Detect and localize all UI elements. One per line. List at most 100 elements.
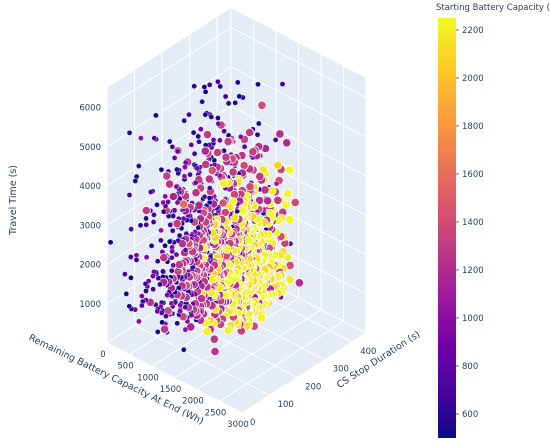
scatter-point[interactable] [169, 248, 175, 255]
scatter-point[interactable] [188, 312, 195, 319]
scatter-point[interactable] [162, 193, 168, 200]
scatter-point[interactable] [162, 171, 172, 181]
scatter-point[interactable] [154, 201, 160, 208]
scatter-point[interactable] [215, 115, 221, 121]
scatter-point[interactable] [177, 308, 183, 315]
scatter-point[interactable] [206, 195, 213, 201]
scatter-point[interactable] [128, 274, 134, 281]
scatter-point[interactable] [126, 129, 133, 136]
scatter-point[interactable] [239, 161, 249, 171]
scatter-point[interactable] [158, 227, 164, 234]
scatter-point[interactable] [177, 302, 183, 309]
scatter-point[interactable] [272, 137, 279, 143]
scatter-point[interactable] [255, 171, 265, 181]
scatter-point[interactable] [182, 304, 189, 311]
scatter-point[interactable] [282, 138, 292, 148]
scatter-point[interactable] [180, 215, 187, 222]
scatter-point[interactable] [171, 155, 178, 161]
3d-scene[interactable] [106, 8, 367, 414]
scatter-point[interactable] [279, 81, 286, 87]
scatter-point[interactable] [208, 114, 215, 120]
scatter-point[interactable] [159, 319, 165, 326]
scatter-point[interactable] [191, 150, 198, 157]
scatter-point[interactable] [139, 302, 145, 309]
scatter-point[interactable] [170, 262, 176, 269]
scatter-point[interactable] [160, 199, 166, 206]
scatter-point[interactable] [176, 232, 183, 239]
scatter-point[interactable] [180, 346, 187, 353]
scatter-point[interactable] [167, 222, 173, 228]
scatter-point[interactable] [151, 135, 158, 141]
scatter-point[interactable] [255, 120, 262, 127]
scatter-point[interactable] [137, 222, 144, 229]
scatter-point[interactable] [199, 98, 205, 105]
scatter-point[interactable] [165, 179, 175, 189]
scatter-point[interactable] [248, 147, 258, 157]
scatter-point[interactable] [154, 308, 161, 315]
scatter-point[interactable] [122, 271, 128, 277]
scatter-point[interactable] [182, 164, 188, 170]
scatter-point[interactable] [225, 100, 232, 107]
scatter-point[interactable] [254, 131, 261, 138]
scatter-point[interactable] [237, 133, 244, 140]
scatter-point[interactable] [285, 214, 295, 224]
scatter-point[interactable] [181, 117, 187, 124]
scatter-point[interactable] [232, 100, 238, 106]
scatter-point[interactable] [290, 197, 300, 207]
scatter-point[interactable] [202, 111, 209, 118]
scatter-point[interactable] [228, 167, 238, 177]
scatter-point[interactable] [230, 213, 240, 223]
scatter-point[interactable] [135, 163, 142, 169]
scatter-point[interactable] [202, 89, 209, 95]
scatter-point[interactable] [217, 83, 223, 90]
scatter-point[interactable] [241, 143, 248, 150]
scatter-point[interactable] [166, 238, 173, 245]
scatter-point[interactable] [169, 143, 176, 150]
scatter-point[interactable] [163, 313, 169, 320]
scatter-point[interactable] [260, 185, 270, 195]
scatter-point[interactable] [139, 293, 145, 299]
scatter-point[interactable] [141, 205, 151, 216]
scatter-point[interactable] [218, 198, 228, 208]
scatter-point[interactable] [107, 239, 114, 246]
scatter-point[interactable] [273, 195, 283, 205]
scatter-point[interactable] [223, 325, 233, 336]
scatter-point[interactable] [153, 112, 159, 119]
scatter-point[interactable] [262, 196, 273, 206]
scatter-point[interactable] [150, 219, 157, 225]
scatter-point[interactable] [197, 126, 204, 132]
scatter-point[interactable] [168, 267, 175, 274]
scatter-point[interactable] [285, 275, 295, 285]
scatter-point[interactable] [127, 254, 134, 260]
scatter-point[interactable] [158, 237, 164, 244]
scatter-point[interactable] [166, 138, 173, 145]
scatter-point[interactable] [206, 82, 213, 88]
scatter-point[interactable] [148, 242, 155, 249]
scatter-point[interactable] [221, 152, 231, 162]
scatter-point[interactable] [206, 185, 213, 191]
scatter-point[interactable] [209, 334, 219, 344]
scatter-point[interactable] [212, 147, 223, 158]
scatter-point[interactable] [204, 174, 214, 184]
scatter-point[interactable] [143, 254, 150, 261]
scatter-point[interactable] [221, 128, 227, 134]
scatter-point[interactable] [217, 137, 223, 144]
scatter-point[interactable] [294, 278, 304, 288]
scatter-point[interactable] [147, 189, 154, 195]
scatter-point[interactable] [200, 146, 210, 156]
scatter-point[interactable] [210, 137, 217, 143]
scatter-point[interactable] [133, 252, 140, 258]
scatter-point[interactable] [143, 221, 149, 228]
scatter-point[interactable] [273, 180, 280, 187]
scatter-point[interactable] [194, 165, 201, 172]
scatter-point[interactable] [154, 258, 161, 265]
scatter-point[interactable] [171, 207, 178, 213]
scatter-point[interactable] [157, 281, 163, 288]
scatter-point[interactable] [222, 93, 229, 100]
scatter-point[interactable] [126, 192, 133, 198]
scatter-point[interactable] [210, 346, 220, 357]
scatter-point[interactable] [273, 160, 283, 170]
scatter-point[interactable] [143, 215, 149, 222]
scatter-point[interactable] [160, 268, 166, 275]
scatter-point[interactable] [265, 209, 276, 219]
